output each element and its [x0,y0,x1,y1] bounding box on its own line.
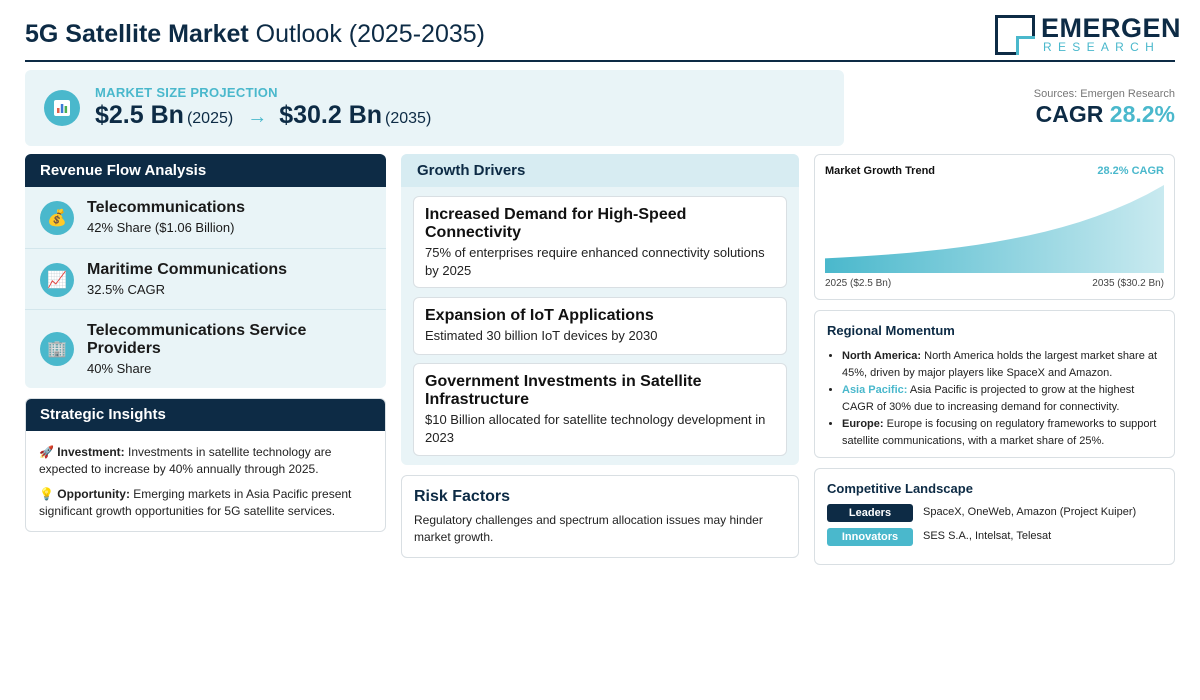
trend-area-svg [825,185,1164,273]
competitor-list: SES S.A., Intelsat, Telesat [923,530,1052,542]
region-item: Europe: Europe is focusing on regulatory… [842,416,1162,450]
revenue-item: 📈 Maritime Communications 32.5% CAGR [25,248,386,309]
projection-label: MARKET SIZE PROJECTION [95,85,278,100]
risk-factors-desc: Regulatory challenges and spectrum alloc… [414,513,763,544]
regional-momentum-title: Regional Momentum [827,323,955,338]
revenue-item-title: Telecommunications Service Providers [87,322,307,357]
revenue-flow-panel: Revenue Flow Analysis 💰 Telecommunicatio… [25,154,386,388]
money-bag-icon: 💰 [40,201,74,235]
innovators-badge: Innovators [827,528,913,546]
region-text: North America holds the largest market s… [842,350,1158,379]
region-name: North America: [842,350,922,362]
sources-note: Sources: Emergen Research [1033,88,1175,100]
chart-end-label: 2035 ($30.2 Bn) [1092,278,1164,289]
competitive-landscape-panel: Competitive Landscape Leaders SpaceX, On… [814,468,1175,565]
revenue-flow-title: Revenue Flow Analysis [25,154,386,187]
trend-chart-icon: 📈 [40,263,74,297]
strategic-insights-title: Strategic Insights [26,399,385,431]
title-rest: Outlook (2025-2035) [255,20,485,48]
insight-label: Opportunity: [57,487,130,501]
competitive-landscape-title: Competitive Landscape [827,481,973,496]
regional-momentum-panel: Regional Momentum North America: North A… [814,310,1175,458]
title-bold: 5G Satellite Market [25,20,249,48]
cagr-label: CAGR [1035,101,1104,127]
insight-text: Investments in satellite technology are … [39,445,332,476]
projection-values: $2.5 Bn (2025) → $30.2 Bn (2035) [95,101,431,130]
driver-card: Government Investments in Satellite Infr… [413,363,787,456]
competitor-list: SpaceX, OneWeb, Amazon (Project Kuiper) [923,506,1137,518]
driver-title: Government Investments in Satellite Infr… [425,373,702,408]
driver-desc: Estimated 30 billion IoT devices by 2030 [425,328,658,343]
region-text: Asia Pacific is projected to grow at the… [842,384,1135,413]
driver-title: Expansion of IoT Applications [425,307,654,324]
chart-start-label: 2025 ($2.5 Bn) [825,278,892,289]
revenue-item: 💰 Telecommunications 42% Share ($1.06 Bi… [25,187,386,248]
driver-desc: 75% of enterprises require enhanced conn… [425,245,765,278]
market-size-projection: MARKET SIZE PROJECTION $2.5 Bn (2025) → $30… [25,70,844,146]
driver-title: Increased Demand for High-Speed Connecti… [425,206,687,241]
revenue-item-sub: 40% Share [87,361,152,376]
rocket-icon: 🚀 [39,445,54,459]
region-item: North America: North America holds the l… [842,348,1162,382]
projection-end-value: $30.2 Bn [279,101,383,129]
insight-item: 💡 Opportunity: Emerging markets in Asia … [39,486,374,520]
trend-area [825,185,1164,273]
revenue-item-sub: 32.5% CAGR [87,282,166,297]
logo-subtitle: RESEARCH [1043,40,1161,54]
region-name: Europe: [842,418,884,430]
regional-list: North America: North America holds the l… [827,348,1162,450]
projection-start-value: $2.5 Bn [95,101,184,129]
projection-end-year: (2035) [385,110,432,127]
leaders-badge: Leaders [827,504,913,522]
revenue-item-title: Telecommunications [87,199,245,216]
region-item: Asia Pacific: Asia Pacific is projected … [842,382,1162,416]
region-text: Europe is focusing on regulatory framewo… [842,418,1157,447]
revenue-item-sub: 42% Share ($1.06 Billion) [87,220,235,235]
arrow-right-icon: → [247,106,268,128]
growth-drivers-panel: Growth Drivers Increased Demand for High… [401,154,799,465]
revenue-item-title: Maritime Communications [87,261,288,278]
strategic-insights-panel: Strategic Insights 🚀 Investment: Investm… [25,398,386,532]
logo-mark-icon [995,15,1035,55]
page-title: 5G Satellite Market Outlook (2025-2035) [25,20,485,49]
region-name: Asia Pacific: [842,384,908,396]
growth-drivers-title: Growth Drivers [401,154,799,187]
risk-factors-panel: Risk Factors Regulatory challenges and s… [401,475,799,558]
insight-label: Investment: [57,445,125,459]
insight-item: 🚀 Investment: Investments in satellite t… [39,444,374,478]
emergen-logo[interactable]: EMERGEN RESEARCH [995,14,1181,56]
page-header: 5G Satellite Market Outlook (2025-2035) … [25,12,1181,62]
lightbulb-icon: 💡 [39,487,54,501]
chart-cagr-label: 28.2% CAGR [1097,165,1164,177]
cagr-headline: CAGR 28.2% [1036,101,1175,128]
cagr-value: 28.2% [1109,101,1175,127]
bar-chart-icon [44,90,80,126]
office-building-icon: 🏢 [40,332,74,366]
driver-card: Increased Demand for High-Speed Connecti… [413,196,787,288]
driver-desc: $10 Billion allocated for satellite tech… [425,412,766,445]
revenue-item: 🏢 Telecommunications Service Providers 4… [25,309,386,388]
driver-card: Expansion of IoT Applications Estimated … [413,297,787,355]
insight-text: Emerging markets in Asia Pacific present… [39,487,352,518]
chart-title: Market Growth Trend [825,165,936,177]
logo-name: EMERGEN [1041,13,1182,43]
market-growth-trend-chart: Market Growth Trend 28.2% CAGR 2025 ($2.… [814,154,1175,300]
projection-start-year: (2025) [186,110,234,127]
risk-factors-title: Risk Factors [414,488,511,505]
